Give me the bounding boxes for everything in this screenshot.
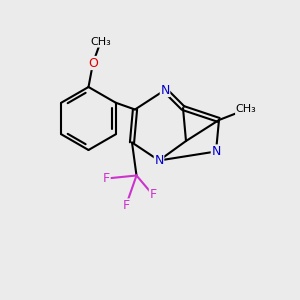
Text: N: N xyxy=(160,83,170,97)
Text: F: F xyxy=(122,199,130,212)
Text: F: F xyxy=(149,188,157,202)
Text: CH₃: CH₃ xyxy=(90,37,111,47)
Text: O: O xyxy=(88,56,98,70)
Text: N: N xyxy=(211,145,221,158)
Text: N: N xyxy=(154,154,164,167)
Text: F: F xyxy=(103,172,110,185)
Text: CH₃: CH₃ xyxy=(236,104,256,115)
